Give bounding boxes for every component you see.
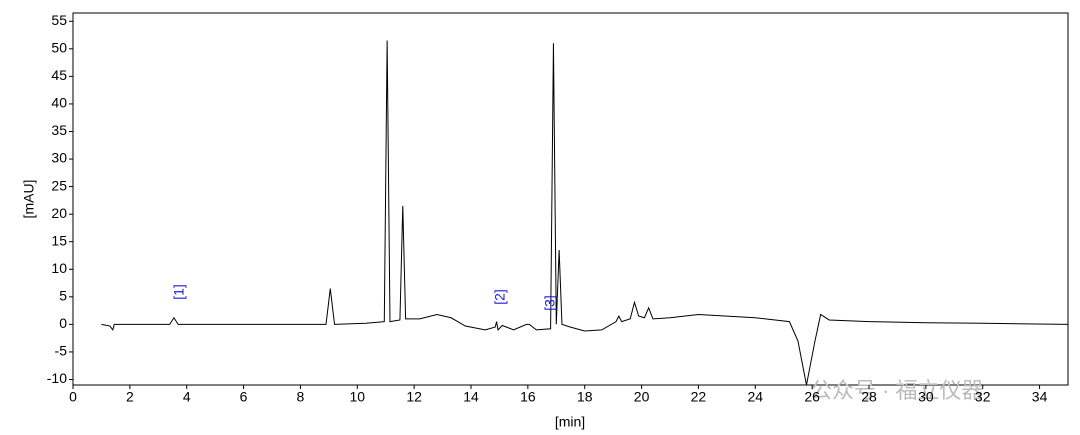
x-tick-label: 26 — [804, 389, 820, 405]
y-tick-label: 15 — [51, 232, 67, 248]
y-tick-label: 40 — [51, 95, 67, 111]
x-tick-label: 8 — [297, 389, 305, 405]
plot-frame — [72, 12, 1069, 386]
y-axis-label: [mAU] — [21, 180, 37, 219]
y-tick-label: 10 — [51, 260, 67, 276]
x-tick-label: 6 — [240, 389, 248, 405]
x-tick-label: 18 — [577, 389, 593, 405]
y-tick-label: 55 — [51, 12, 67, 28]
x-tick-label: 30 — [918, 389, 934, 405]
y-tick-label: 25 — [51, 177, 67, 193]
y-tick-label: -10 — [47, 370, 67, 386]
peak-annotation: [2] — [492, 289, 508, 305]
x-tick-label: 32 — [975, 389, 991, 405]
x-tick-label: 34 — [1032, 389, 1048, 405]
x-tick-label: 2 — [126, 389, 134, 405]
y-tick-label: 45 — [51, 67, 67, 83]
x-tick-label: 24 — [747, 389, 763, 405]
x-tick-label: 16 — [520, 389, 536, 405]
y-tick-label: 35 — [51, 122, 67, 138]
x-axis-label: [min] — [555, 414, 585, 430]
y-tick-label: 30 — [51, 150, 67, 166]
y-tick-label: 50 — [51, 40, 67, 56]
peak-annotation: [1] — [170, 284, 186, 300]
peak-annotation: [3] — [541, 295, 557, 311]
x-tick-label: 28 — [861, 389, 877, 405]
watermark: 公众号 · 福立仪器 — [810, 378, 984, 403]
x-tick-label: 10 — [349, 389, 365, 405]
x-tick-label: 14 — [463, 389, 479, 405]
y-tick-label: 5 — [59, 288, 67, 304]
x-tick-label: 12 — [406, 389, 422, 405]
x-tick-label: 0 — [69, 389, 77, 405]
x-tick-label: 20 — [634, 389, 650, 405]
y-tick-label: 20 — [51, 205, 67, 221]
y-tick-label: -5 — [55, 343, 68, 359]
chromatogram-line — [101, 40, 1069, 386]
x-tick-label: 4 — [183, 389, 191, 405]
x-tick-label: 22 — [691, 389, 707, 405]
y-tick-label: 0 — [59, 315, 67, 331]
